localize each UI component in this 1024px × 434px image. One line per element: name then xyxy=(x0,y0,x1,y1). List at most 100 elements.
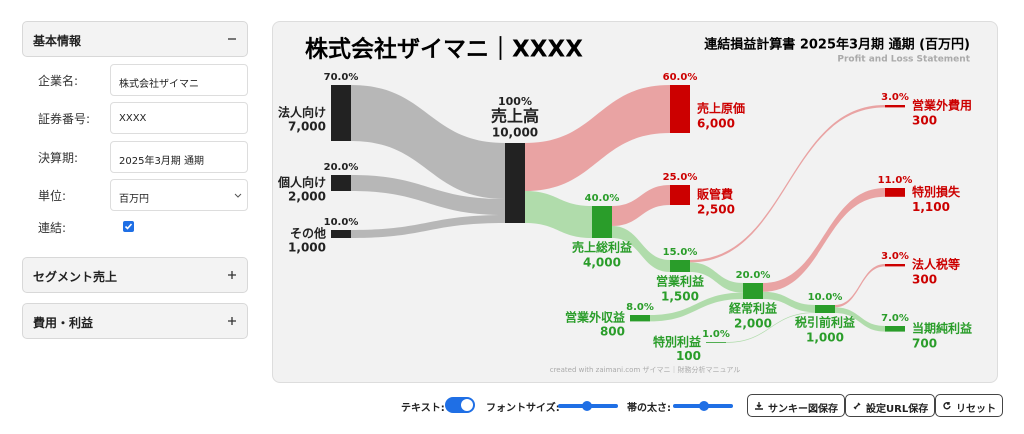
percent-label: 20.0% xyxy=(324,162,359,173)
checkbox[interactable] xyxy=(123,221,134,232)
sankey-link xyxy=(835,307,885,332)
sankey-node xyxy=(743,283,763,299)
field-label: 連結: xyxy=(38,221,67,235)
percent-label: 11.0% xyxy=(878,175,913,186)
value-label: 10,000 xyxy=(492,126,538,140)
percent-label: 10.0% xyxy=(808,292,843,303)
percent-label: 25.0% xyxy=(663,172,698,183)
sankey-node xyxy=(885,326,905,332)
sankey-link xyxy=(835,264,885,308)
node-label: 営業外収益 xyxy=(565,310,625,325)
field-label: 決算期: xyxy=(38,151,79,165)
section-header[interactable]: セグメント売上 xyxy=(22,257,248,293)
percent-label: 10.0% xyxy=(324,217,359,228)
value-label: 100 xyxy=(676,349,701,363)
node-label: 個人向け xyxy=(277,175,326,190)
value-label: 6,000 xyxy=(697,117,735,131)
sankey-node xyxy=(670,85,690,133)
value-label: 7,000 xyxy=(288,120,326,134)
node-label: 営業外費用 xyxy=(912,98,972,113)
value-label: 4,000 xyxy=(583,256,621,270)
sankey-node xyxy=(331,230,351,238)
button[interactable]: 設定URL保存 xyxy=(845,394,936,417)
sankey-link xyxy=(351,85,505,199)
sankey-link xyxy=(351,215,505,238)
sankey-node xyxy=(331,175,351,191)
percent-label: 1.0% xyxy=(702,329,730,340)
sankey-link xyxy=(690,105,885,263)
slider[interactable] xyxy=(558,401,618,411)
toolbar-label: 帯の太さ: xyxy=(627,403,671,414)
button-label: リセット xyxy=(956,404,996,415)
percent-label: 60.0% xyxy=(663,72,698,83)
value-label: 800 xyxy=(600,325,625,339)
sankey-node xyxy=(885,188,905,197)
value-label: 2,500 xyxy=(697,203,735,217)
value-label: 2,000 xyxy=(734,317,772,331)
text-input[interactable]: XXXX xyxy=(110,102,248,134)
sankey-node xyxy=(670,260,690,272)
node-label: 特別利益 xyxy=(653,334,701,349)
text-input[interactable]: 株式会社ザイマニ xyxy=(110,64,248,96)
value-label: 300 xyxy=(912,273,937,287)
percent-label: 3.0% xyxy=(881,251,909,262)
field-label: 単位: xyxy=(38,189,67,203)
percent-label: 70.0% xyxy=(324,72,359,83)
percent-label: 3.0% xyxy=(881,92,909,103)
value-label: 700 xyxy=(912,336,937,350)
chart-title: 株式会社ザイマニ｜XXXX xyxy=(305,36,583,63)
node-label: 売上原価 xyxy=(697,101,745,116)
sankey-node xyxy=(630,315,650,322)
node-label: 法人向け xyxy=(278,105,326,120)
sankey-link xyxy=(612,226,670,272)
sankey-chart: 株式会社ザイマニ｜XXXX 連結損益計算書 2025年3月期 通期 (百万円) … xyxy=(277,36,972,375)
node-label: 経常利益 xyxy=(729,301,777,316)
node-label: 特別損失 xyxy=(912,184,961,199)
toolbar-label: テキスト: xyxy=(401,403,445,414)
node-label: 当期純利益 xyxy=(912,320,972,335)
toggle[interactable] xyxy=(445,397,475,413)
node-label: 営業利益 xyxy=(656,274,704,289)
text-input[interactable]: 2025年3月期 通期 xyxy=(110,141,248,173)
sankey-link xyxy=(612,185,670,226)
value-label: 1,100 xyxy=(912,200,950,214)
sankey-link xyxy=(690,262,743,293)
chart-subtitle-en: Profit and Loss Statement xyxy=(837,55,970,65)
button[interactable]: サンキー図保存 xyxy=(747,394,845,417)
sankey-node xyxy=(885,264,905,267)
button[interactable]: リセット xyxy=(935,394,1003,417)
sankey-node xyxy=(670,185,690,205)
select[interactable]: 百万円 xyxy=(110,179,248,211)
value-label: 1,000 xyxy=(806,331,844,345)
sankey-link xyxy=(525,191,592,238)
percent-label: 15.0% xyxy=(663,247,698,258)
percent-label: 7.0% xyxy=(881,313,909,324)
percent-label: 40.0% xyxy=(585,193,620,204)
node-label: 税引前利益 xyxy=(795,315,855,330)
credit: created with zaimani.com ザイマニ｜財務分析マニュアル xyxy=(550,365,741,374)
sankey-link xyxy=(650,292,743,322)
section-header[interactable]: 費用・利益 xyxy=(22,303,248,339)
node-label: 販管費 xyxy=(697,187,733,202)
node-label: 法人税等 xyxy=(912,257,960,272)
select-value: 百万円 xyxy=(119,194,149,205)
node-label: 売上高 xyxy=(491,107,539,126)
sankey-link xyxy=(763,291,815,313)
field-label: 企業名: xyxy=(38,74,79,88)
section-title: セグメント売上 xyxy=(33,270,118,284)
value-label: 2,000 xyxy=(288,190,326,204)
node-label: その他 xyxy=(290,226,326,241)
button-label: サンキー図保存 xyxy=(768,404,838,415)
sankey-node xyxy=(505,143,525,223)
sankey-node xyxy=(592,206,612,238)
slider[interactable] xyxy=(673,401,733,411)
sankey-node xyxy=(331,85,351,141)
percent-label: 100% xyxy=(498,95,532,108)
sankey-link xyxy=(726,312,815,343)
chart-subtitle: 連結損益計算書 2025年3月期 通期 (百万円) xyxy=(704,37,970,53)
section-header[interactable]: 基本情報 xyxy=(22,21,248,57)
value-label: 1,500 xyxy=(661,290,699,304)
section-title: 基本情報 xyxy=(33,34,82,48)
value-label: 1,000 xyxy=(288,241,326,255)
